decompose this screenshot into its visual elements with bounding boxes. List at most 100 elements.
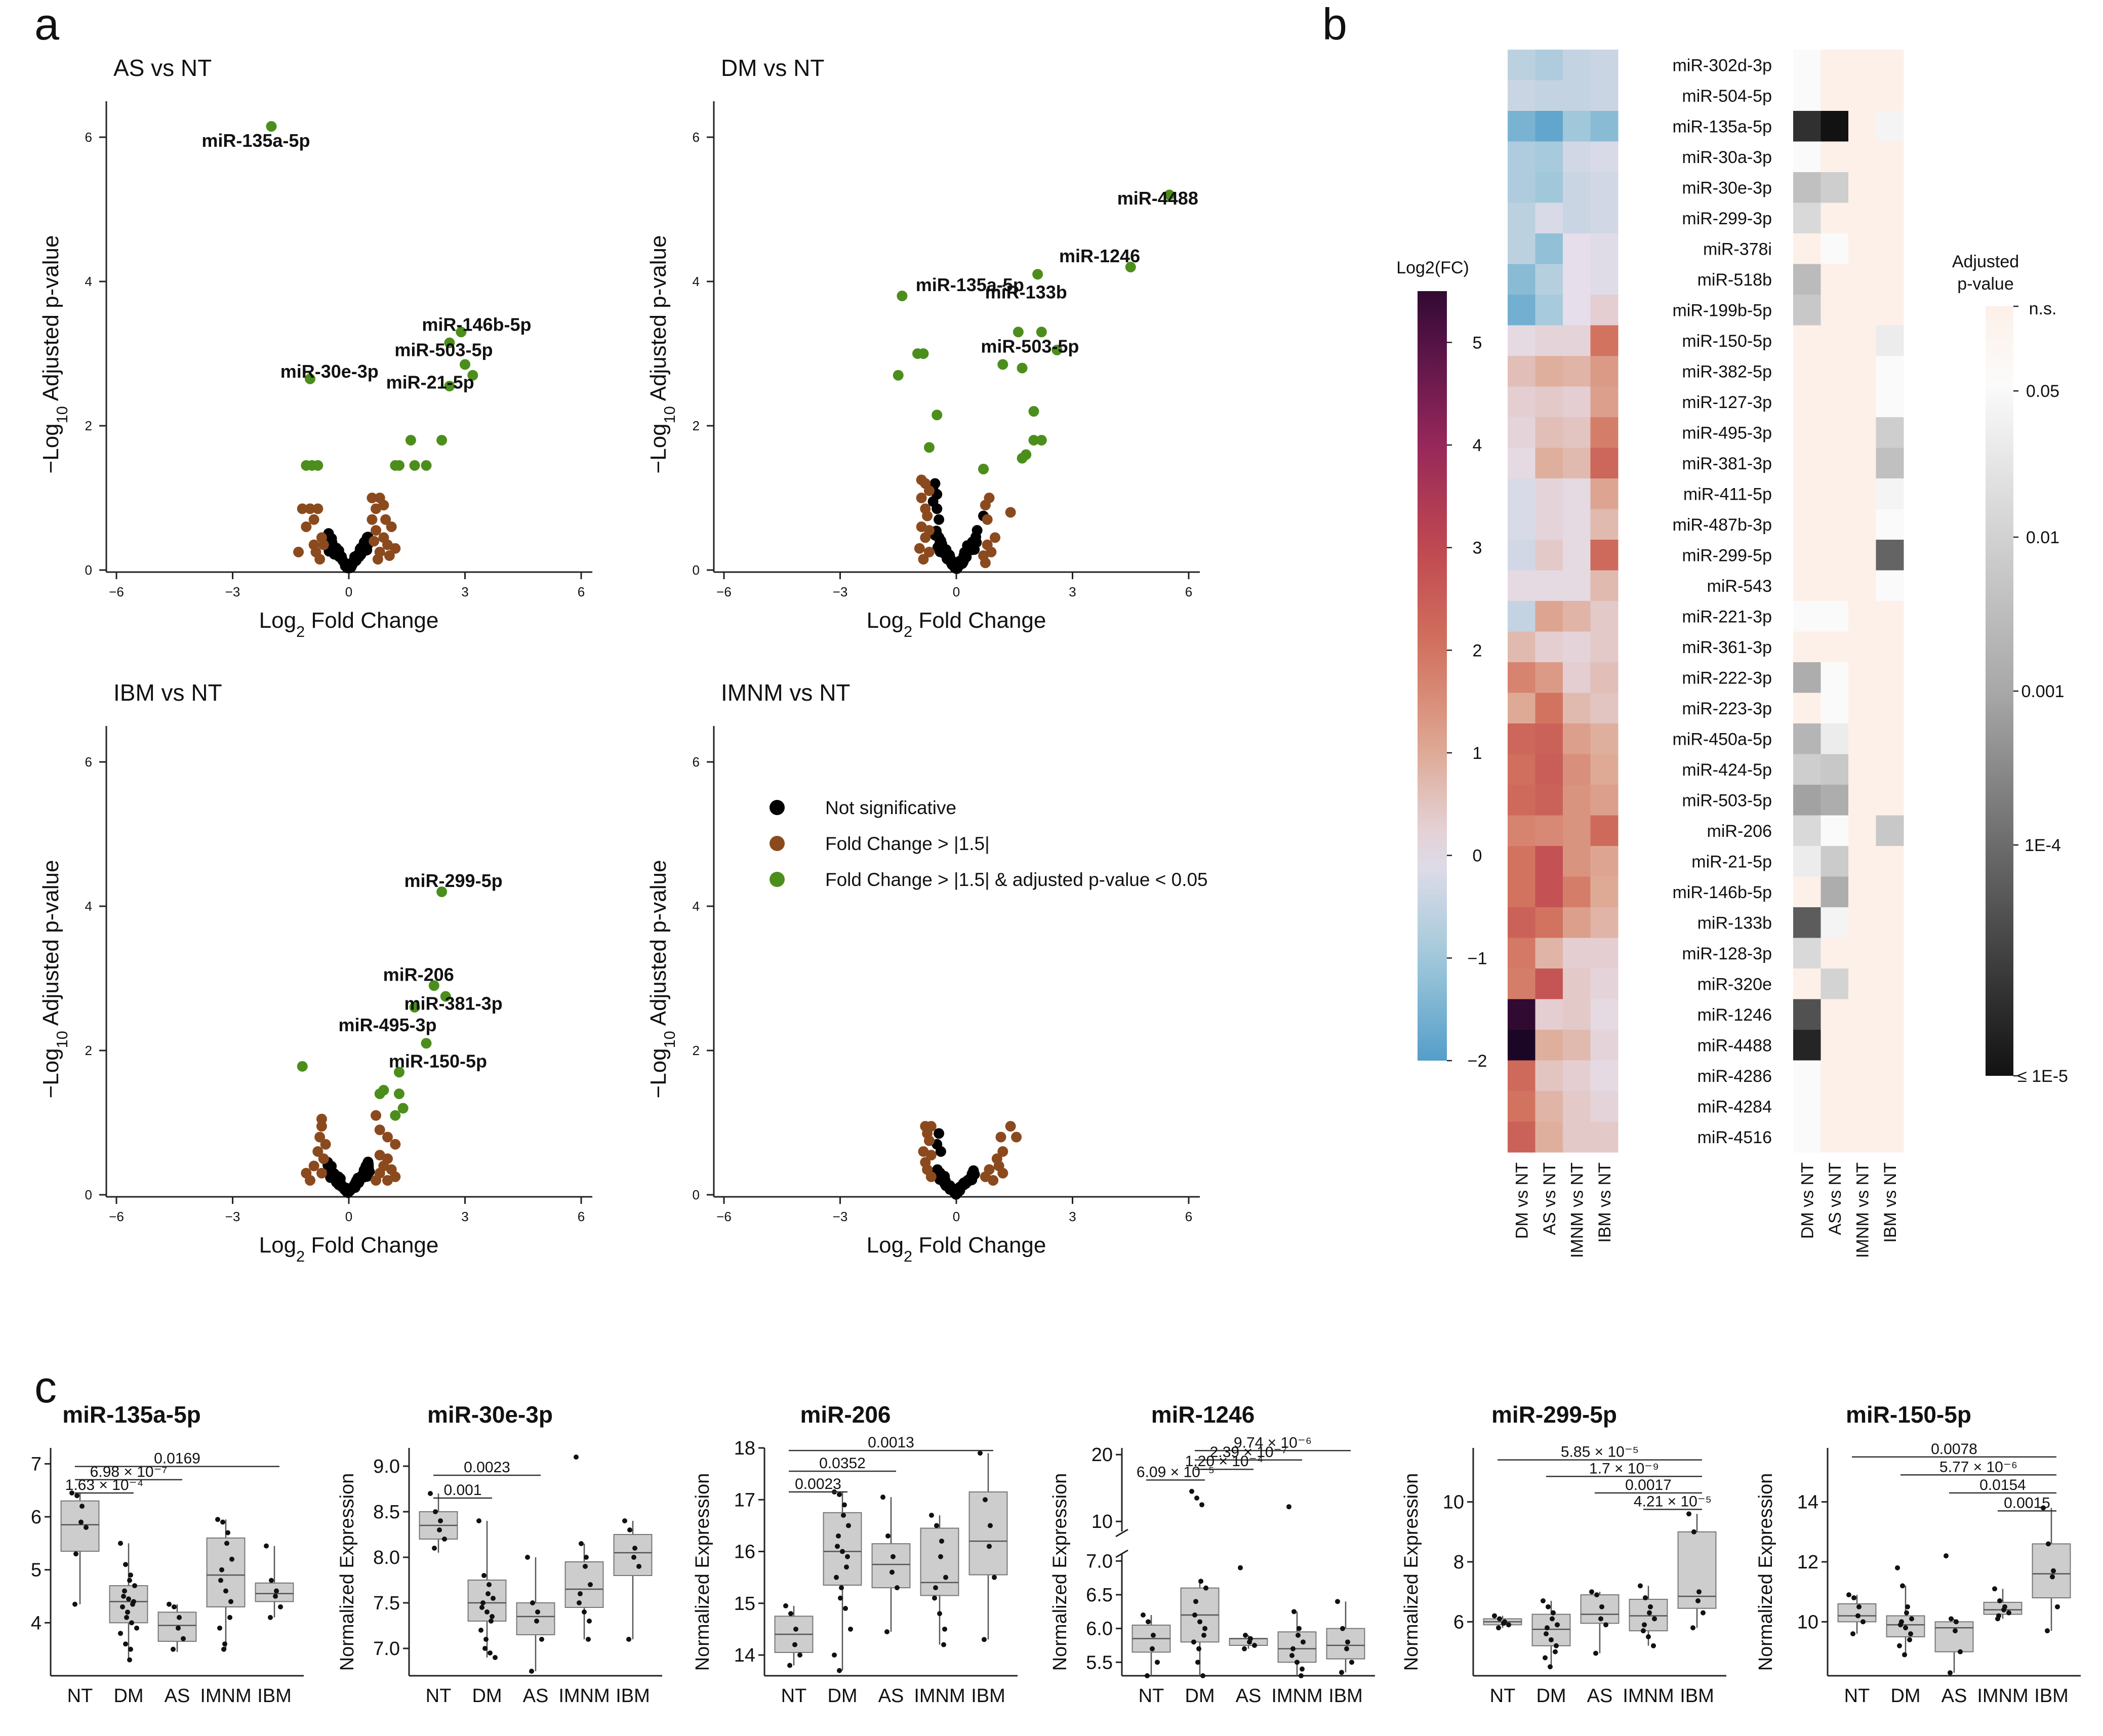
sig-point [1028,435,1039,446]
legend-label: Fold Change > |1.5| [825,833,990,854]
x-tick-label: −6 [716,1209,732,1224]
data-point [582,1609,587,1614]
fc-cell [1508,631,1535,663]
heatmap-row-label: miR-4488 [1697,1036,1772,1055]
fc-cell [1563,1091,1591,1122]
data-point [1192,1612,1197,1618]
boxplot-title: miR-299-5p [1491,1401,1617,1428]
data-point [484,1609,490,1614]
fc-point [990,532,1000,543]
data-point [225,1530,230,1536]
sig-point [1036,327,1047,338]
data-point [1344,1646,1349,1651]
data-point [1643,1595,1648,1601]
fc-point [922,510,933,521]
significance-label: 1.7 × 10⁻⁹ [1589,1460,1659,1477]
p-cell [1793,968,1821,999]
p-cell [1876,876,1904,908]
data-point [1902,1652,1907,1658]
data-point [487,1582,492,1587]
data-point [1851,1595,1856,1601]
heatmap-row-label: miR-299-5p [1682,546,1772,565]
p-cell [1848,386,1876,418]
data-point [479,1605,484,1610]
fc-point [320,1139,331,1150]
data-point [525,1555,530,1560]
data-point [1549,1637,1554,1642]
heatmap-row-label: miR-495-3p [1682,423,1772,442]
fc-point [1011,1132,1022,1143]
p-cell [1793,723,1821,754]
gene-label: miR-1246 [1059,246,1140,266]
p-cell [1876,478,1904,509]
data-point [987,1544,992,1549]
fc-cell [1508,785,1535,816]
fc-cell [1535,233,1563,264]
panel-label-b: b [1322,0,1347,49]
y-tick-label: 7 [31,1454,42,1475]
heatmap-row-label: miR-21-5p [1691,852,1772,871]
p-cell [1848,938,1876,969]
data-point [1594,1592,1599,1598]
p-cell [1848,233,1876,264]
data-point [1995,1616,2000,1622]
ns-point [940,1178,951,1189]
p-cell [1821,693,1849,724]
x-tick-label: IBM [257,1685,292,1707]
y-axis-label: −Log10 Adjusted p-value [38,860,71,1099]
sig-point [436,435,448,446]
y-tick-label: 7.0 [373,1638,400,1660]
p-cell [1876,631,1904,663]
data-point [1695,1598,1701,1603]
y-tick-label: 4 [693,274,700,289]
data-point [932,1595,937,1601]
fc-cell [1508,540,1535,571]
data-point [1958,1649,1963,1654]
fc-point [923,485,935,496]
data-point [835,1544,840,1549]
fc-point [390,543,401,554]
fc-cell [1508,111,1535,142]
data-point [73,1551,78,1557]
data-point [132,1583,137,1589]
subplot-title: IBM vs NT [113,679,222,706]
data-point [1861,1619,1866,1625]
p-colorbar [1986,306,2013,1076]
x-tick-label: AS [523,1685,549,1707]
p-cell [1848,509,1876,540]
data-point [1155,1660,1160,1665]
fc-cell [1563,80,1591,111]
p-cell [1821,325,1849,356]
data-point [220,1519,225,1525]
data-point [844,1564,849,1570]
fc-cell [1590,1121,1619,1153]
heatmap-row-label: miR-487b-3p [1672,515,1772,535]
heatmap-column-label: IMNM vs NT [1853,1162,1872,1258]
p-cell [1821,1030,1849,1061]
data-point [631,1555,636,1560]
p-colorbar-title: Adjusted [1952,252,2019,271]
fc-point [318,1153,329,1164]
p-cell [1876,540,1904,571]
fc-cell [1535,1030,1563,1061]
data-point [838,1595,843,1601]
data-point [1589,1589,1594,1595]
sig-point [1032,269,1043,280]
x-tick-label: NT [1139,1685,1164,1707]
legend: Not significative Fold Change > |1.5| Fold… [770,797,1208,890]
x-tick-label: IMNM [200,1685,251,1707]
significance-label: 0.0023 [795,1476,841,1492]
fc-cell [1535,815,1563,846]
p-cell [1876,448,1904,479]
data-point [1296,1633,1301,1638]
fc-cell [1563,233,1591,264]
fc-point [982,514,993,525]
fc-cell [1508,1091,1535,1122]
data-point [885,1533,891,1539]
fc-cell [1590,295,1619,326]
sig-point [444,337,455,348]
axis-break-mark [1115,1528,1128,1538]
fc-cell [1535,356,1563,387]
fc-cell [1563,386,1591,418]
